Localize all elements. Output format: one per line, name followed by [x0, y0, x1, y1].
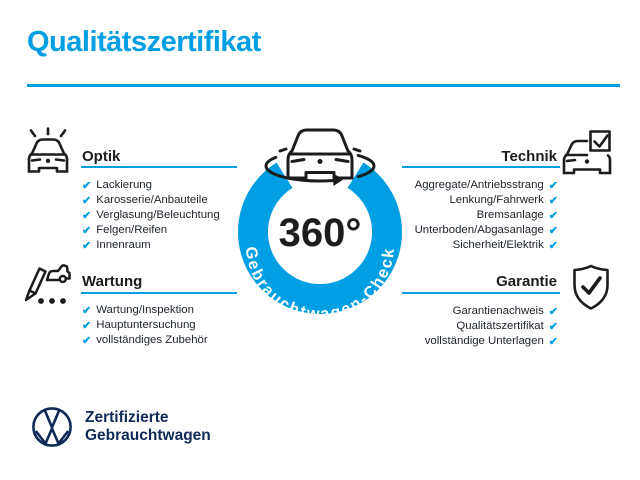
checklist-item: ✔ Garantienachweis [337, 304, 558, 319]
checklist-item-label: Karosserie/Anbauteile [96, 194, 208, 207]
checklist-item-label: vollständiges Zubehör [96, 334, 208, 347]
optik-checklist: ✔ Lackierung ✔ Karosserie/Anbauteile ✔ V… [82, 178, 220, 252]
title-divider [27, 84, 620, 87]
checklist-item-label: Bremsanlage [476, 209, 544, 222]
checklist-item: ✔ Felgen/Reifen [82, 223, 220, 238]
car-checkbox-icon [562, 130, 612, 175]
check-icon: ✔ [82, 179, 92, 192]
check-icon: ✔ [82, 209, 92, 222]
check-icon: ✔ [548, 320, 558, 333]
checklist-item-label: Garantienachweis [452, 305, 544, 318]
section-title-technik: Technik [501, 148, 557, 165]
section-title-optik: Optik [82, 148, 121, 165]
ring-shape [238, 162, 402, 314]
wartung-divider [81, 292, 237, 294]
checklist-item: ✔ vollständiges Zubehör [82, 333, 208, 348]
car-rotation-icon [264, 128, 376, 186]
garantie-checklist: ✔ Garantienachweis ✔ Qualitätszertifikat… [337, 304, 558, 349]
checklist-item: ✔ Aggregate/Antriebsstrang [337, 178, 558, 193]
brand-claim-line2: Gebrauchtwagen [85, 426, 211, 444]
section-title-wartung: Wartung [82, 273, 143, 290]
checklist-item: ✔ Qualitätszertifikat [337, 319, 558, 334]
checklist-item: ✔ vollständige Unterlagen [337, 334, 558, 349]
garantie-divider [402, 292, 560, 294]
checklist-item: ✔ Innenraum [82, 238, 220, 253]
arrowhead [332, 173, 344, 186]
checklist-item-label: Aggregate/Antriebsstrang [414, 179, 544, 192]
check-icon: ✔ [548, 224, 558, 237]
check-icon: ✔ [82, 334, 92, 347]
check-icon: ✔ [548, 209, 558, 222]
check-icon: ✔ [548, 194, 558, 207]
checklist-item-label: Unterboden/Abgasanlage [414, 224, 544, 237]
checklist-item-label: Hauptuntersuchung [96, 319, 196, 332]
checklist-item: ✔ Verglasung/Beleuchtung [82, 208, 220, 223]
checklist-item-label: Verglasung/Beleuchtung [96, 209, 220, 222]
shield-check-icon [573, 264, 609, 310]
check-icon: ✔ [548, 239, 558, 252]
checklist-item-label: Felgen/Reifen [96, 224, 168, 237]
checklist-item: ✔ Hauptuntersuchung [82, 318, 208, 333]
page-title: Qualitätszertifikat [27, 26, 261, 58]
checklist-item-label: Lenkung/Fahrwerk [449, 194, 544, 207]
checklist-item: ✔ Lenkung/Fahrwerk [337, 193, 558, 208]
wartung-checklist: ✔ Wartung/Inspektion ✔ Hauptuntersuchung… [82, 303, 208, 348]
optik-divider [81, 166, 237, 168]
checklist-item: ✔ Bremsanlage [337, 208, 558, 223]
check-icon: ✔ [548, 335, 558, 348]
checklist-item-label: Innenraum [96, 239, 151, 251]
checklist-item-label: Wartung/Inspektion [96, 304, 194, 317]
check-icon: ✔ [82, 194, 92, 207]
degree-value: 360° [279, 211, 362, 255]
car-shine-icon [27, 127, 69, 173]
technik-checklist: ✔ Aggregate/Antriebsstrang ✔ Lenkung/Fah… [337, 178, 558, 252]
checklist-item: ✔ Unterboden/Abgasanlage [337, 223, 558, 238]
check-icon: ✔ [548, 305, 558, 318]
checklist-item-label: Qualitätszertifikat [456, 320, 544, 333]
checklist-item: ✔ Sicherheit/Elektrik [337, 238, 558, 253]
checklist-item: ✔ Lackierung [82, 178, 220, 193]
360-check-graphic: Gebrauchtwagen-Check 360° [238, 128, 402, 323]
brand-claim: Zertifizierte Gebrauchtwagen [85, 409, 211, 444]
checklist-item-label: vollständige Unterlagen [424, 335, 544, 348]
check-icon: ✔ [82, 224, 92, 237]
checklist-item: ✔ Karosserie/Anbauteile [82, 193, 220, 208]
check-icon: ✔ [82, 239, 92, 252]
technik-divider [402, 166, 560, 168]
check-icon: ✔ [82, 319, 92, 332]
check-icon: ✔ [548, 179, 558, 192]
brand-claim-line1: Zertifizierte [85, 409, 169, 426]
checklist-item-label: Lackierung [96, 179, 152, 192]
checklist-item: ✔ Wartung/Inspektion [82, 303, 208, 318]
vw-logo [32, 407, 72, 447]
checklist-item-label: Sicherheit/Elektrik [452, 239, 544, 251]
section-title-garantie: Garantie [496, 273, 557, 290]
check-icon: ✔ [82, 304, 92, 317]
service-note-icon [24, 264, 71, 304]
